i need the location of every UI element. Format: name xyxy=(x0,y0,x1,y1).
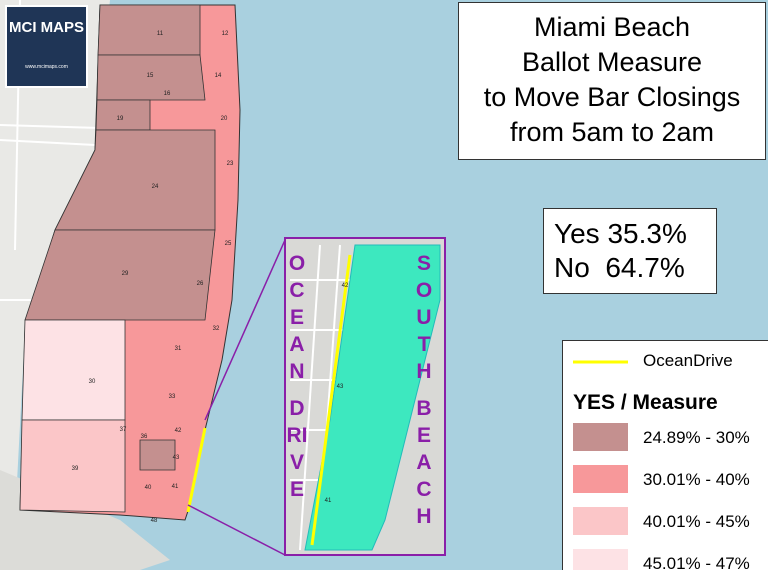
legend-swatch xyxy=(573,465,628,493)
title-line: Ballot Measure xyxy=(521,47,703,77)
legend-label: 40.01% - 45% xyxy=(643,512,750,531)
precinct-label: 24 xyxy=(152,184,159,190)
legend-swatch xyxy=(573,549,628,570)
precinct-label: 25 xyxy=(225,241,232,247)
inset-word: DRIVE xyxy=(286,397,308,501)
precinct-label: 33 xyxy=(169,394,176,400)
precinct-label: 11 xyxy=(157,31,164,37)
precinct-label: 26 xyxy=(197,281,204,287)
logo-url: www.mcimaps.com xyxy=(25,64,68,70)
callout-line xyxy=(187,504,286,556)
logo: MCI MAPS www.mcimaps.com xyxy=(5,5,88,88)
ocean-drive-line xyxy=(310,254,352,546)
result-line: Yes 35.3% xyxy=(554,218,687,249)
precinct-label: 32 xyxy=(213,326,220,332)
precinct-label: 39 xyxy=(72,466,79,472)
inset-word: SOUTH xyxy=(415,252,433,383)
precinct-label: 16 xyxy=(164,91,171,97)
legend-label: 24.89% - 30% xyxy=(643,428,750,447)
inset-precinct-label: 42 xyxy=(342,283,349,289)
ocean-drive-line xyxy=(186,427,207,513)
precinct-label: 30 xyxy=(89,379,96,385)
inset-word: OCEAN xyxy=(288,252,306,383)
precinct-label: 20 xyxy=(221,116,228,122)
legend-line xyxy=(573,360,628,364)
precinct-label: 36 xyxy=(141,434,148,440)
precinct-label: 29 xyxy=(122,271,129,277)
inset-precinct-label: 43 xyxy=(337,384,344,390)
legend-swatch xyxy=(573,423,628,451)
mainland xyxy=(0,0,110,520)
precinct-areas xyxy=(19,4,216,513)
precinct-label: 42 xyxy=(175,428,182,434)
precinct-label: 43 xyxy=(173,455,180,461)
inset-word: BEACH xyxy=(416,397,432,528)
result-line: No 64.7% xyxy=(554,252,685,283)
precinct-label: 12 xyxy=(222,31,229,37)
title-line: from 5am to 2am xyxy=(509,117,715,147)
logo-title: MCI MAPS xyxy=(9,19,84,36)
precinct-label: 19 xyxy=(117,116,124,122)
results-box: Yes 35.3% No 64.7% xyxy=(543,208,717,294)
legend-label: 30.01% - 40% xyxy=(643,470,750,489)
legend-swatch xyxy=(573,507,628,535)
legend-line-label: OceanDrive xyxy=(643,351,733,370)
legend: OceanDrive YES / Measure 24.89% - 30% 30.… xyxy=(562,340,768,570)
title-line: Miami Beach xyxy=(533,12,691,42)
title-box: Miami Beach Ballot Measure to Move Bar Clo… xyxy=(458,2,766,160)
legend-heading: YES / Measure xyxy=(573,391,718,414)
title-line: to Move Bar Closings xyxy=(483,82,741,112)
callout-line xyxy=(204,239,286,421)
precinct-label: 15 xyxy=(147,73,154,79)
precinct-label: 37 xyxy=(120,427,127,433)
precinct-label: 23 xyxy=(227,161,234,167)
precinct-label: 31 xyxy=(175,346,182,352)
precinct-label: 14 xyxy=(215,73,222,79)
inset-precinct-label: 41 xyxy=(325,498,332,504)
precinct-label: 48 xyxy=(151,518,158,524)
legend-label: 45.01% - 47% xyxy=(643,554,750,570)
precinct-label: 41 xyxy=(172,484,179,490)
precinct-label: 40 xyxy=(145,485,152,491)
